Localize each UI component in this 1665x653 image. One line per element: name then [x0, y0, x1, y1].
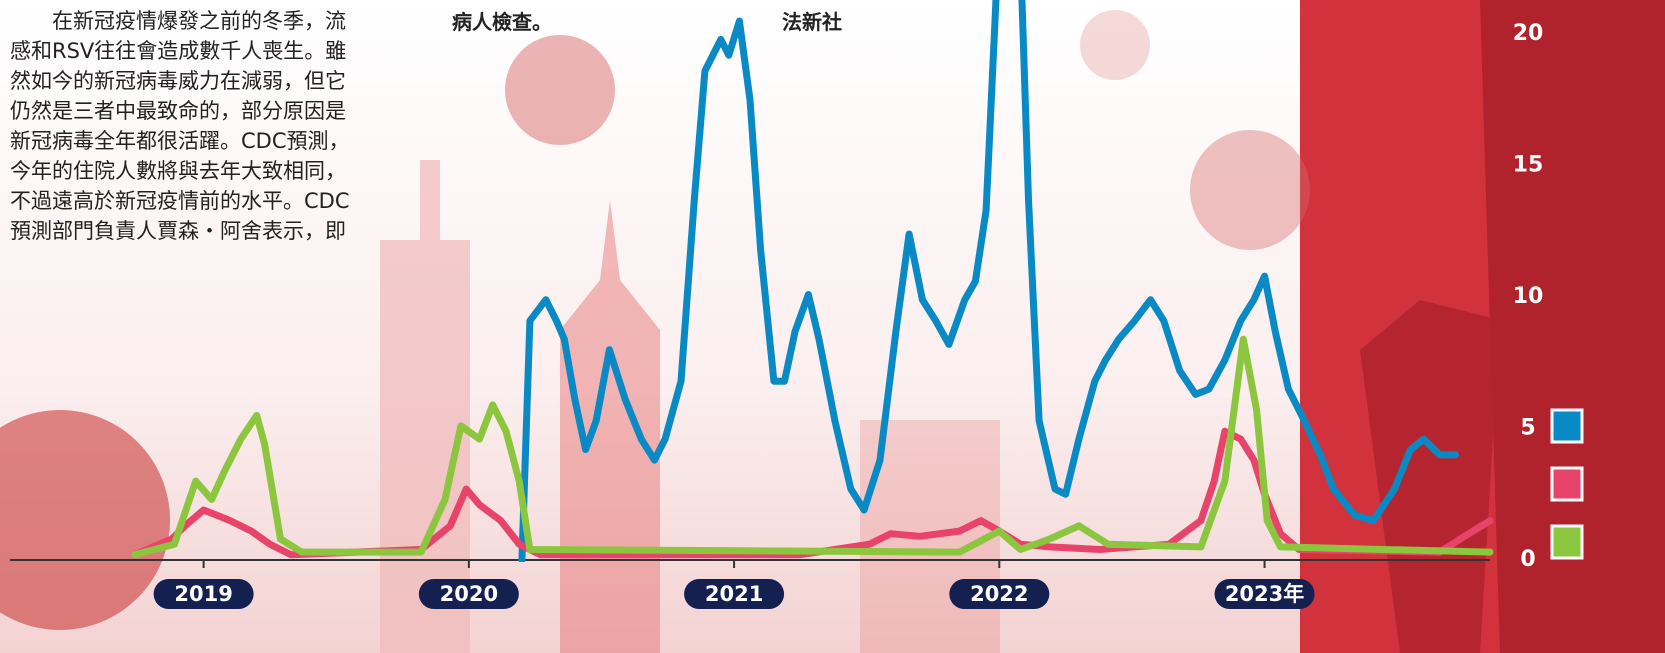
caption: 病人檢查。 — [452, 6, 552, 35]
text-line: 新冠病毒全年都很活躍。CDC預測， — [10, 126, 420, 156]
series-line — [135, 431, 1490, 555]
x-tick-label: 2020 — [440, 582, 498, 606]
legend-swatch — [1552, 410, 1582, 442]
caption: 法新社 — [782, 6, 842, 35]
text-line: 預測部門負責人賈森・阿舍表示，即 — [10, 216, 420, 246]
legend-swatch — [1552, 526, 1582, 558]
y-tick-label: 10 — [1513, 284, 1544, 309]
text-line: 感和RSV往往會造成數千人喪生。雖 — [10, 36, 420, 66]
y-tick-label: 15 — [1513, 153, 1544, 178]
y-tick-label: 5 — [1520, 416, 1535, 441]
x-tick-label: 2023年 — [1225, 582, 1304, 606]
text-line: 不過遠高於新冠疫情前的水平。CDC — [10, 186, 420, 216]
y-tick-label: 20 — [1513, 21, 1544, 46]
article-text: 在新冠疫情爆發之前的冬季，流感和RSV往往會造成數千人喪生。雖然如今的新冠病毒威… — [10, 6, 420, 246]
x-tick-label: 2019 — [174, 582, 232, 606]
x-tick-label: 2022 — [970, 582, 1028, 606]
x-tick-label: 2021 — [705, 582, 763, 606]
text-line: 仍然是三者中最致命的，部分原因是 — [10, 96, 420, 126]
y-tick-label: 0 — [1520, 547, 1535, 572]
text-line: 在新冠疫情爆發之前的冬季，流 — [10, 6, 420, 36]
page: 0 5 10 15 20 2019 2020 2021 2022 2023年 在新冠疫情爆發之前的… — [0, 0, 1665, 653]
text-line: 今年的住院人數將與去年大致相同， — [10, 156, 420, 186]
text-line: 然如今的新冠病毒威力在減弱，但它 — [10, 66, 420, 96]
legend-swatch — [1552, 468, 1582, 500]
